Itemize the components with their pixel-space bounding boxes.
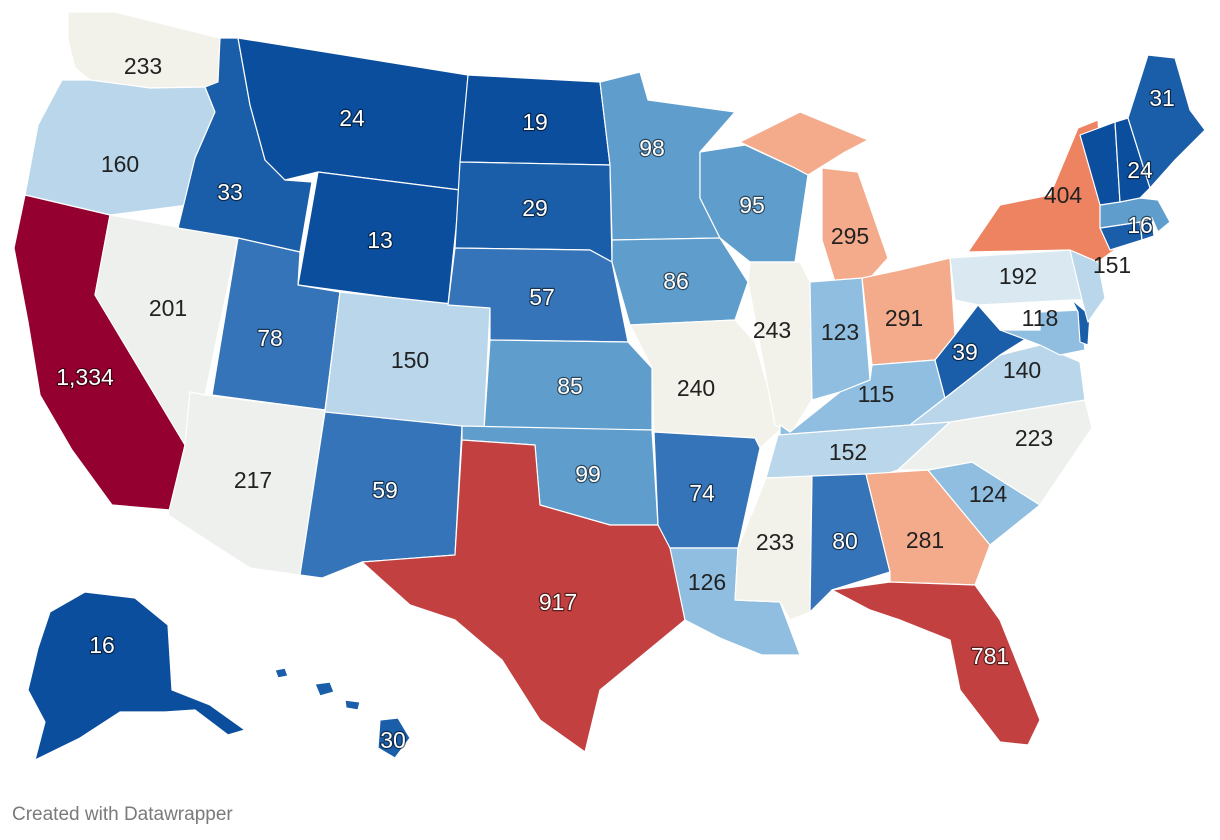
state-mt [237, 37, 469, 191]
state-nm [299, 411, 463, 579]
state-hi [274, 667, 411, 759]
state-me [1127, 54, 1206, 189]
state-al [809, 473, 891, 613]
state-fl [831, 581, 1041, 746]
state-ak [27, 591, 246, 761]
state-co [324, 291, 491, 431]
state-nd [459, 74, 611, 166]
datawrapper-credit: Created with Datawrapper [12, 804, 233, 825]
state-pa [949, 249, 1086, 306]
state-il [747, 261, 813, 433]
state-tx [361, 439, 686, 753]
state-oh [861, 257, 956, 366]
state-ar [653, 431, 761, 549]
state-wy [297, 171, 461, 306]
state-ma [1099, 197, 1171, 233]
state-ia [611, 237, 749, 326]
state-nh [1114, 117, 1151, 203]
state-wa [67, 11, 221, 89]
state-az [167, 391, 326, 576]
us-choropleth-map: 2331601,33420133241378217150591929578599… [13, 11, 1206, 761]
state-in [809, 277, 871, 401]
state-ks [483, 339, 653, 431]
state-sd [454, 161, 613, 263]
